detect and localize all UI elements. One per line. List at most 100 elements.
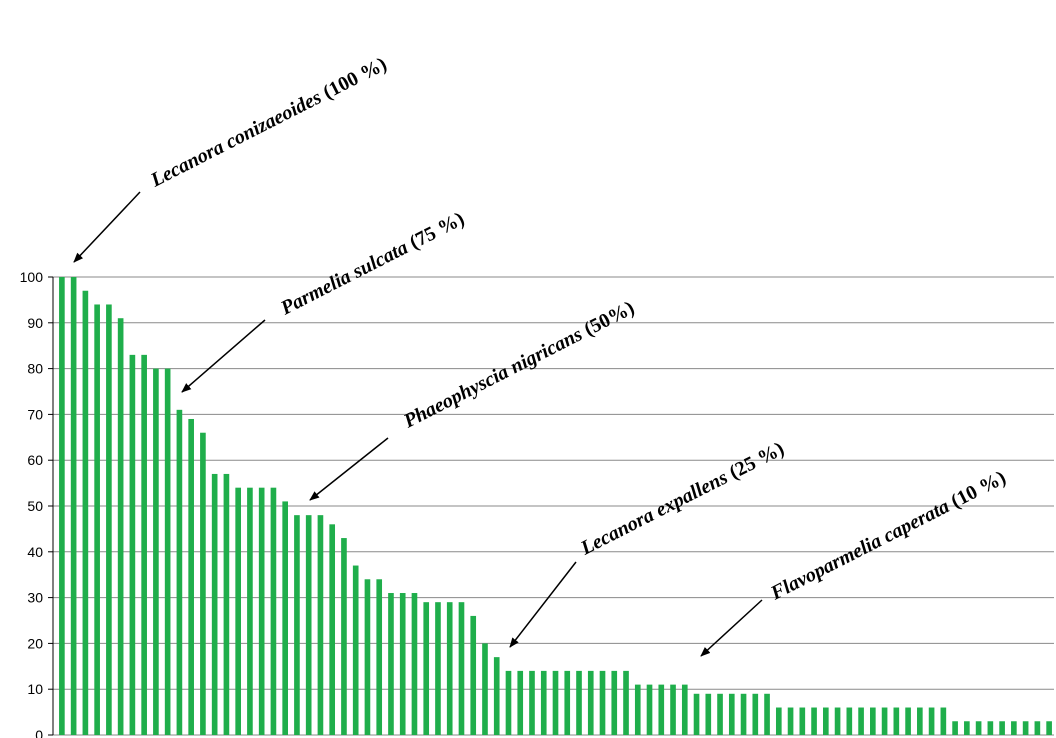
bar (693, 693, 700, 735)
annotation-label-lecanora-expallens: Lecanora expallens (25 %) (576, 438, 787, 560)
bar (576, 670, 582, 735)
bar (540, 670, 547, 735)
y-tick-label: 30 (27, 590, 43, 606)
bar (352, 565, 359, 735)
bar (1034, 721, 1041, 735)
bar (258, 487, 265, 735)
bar (482, 643, 488, 735)
bar (1022, 721, 1029, 735)
annotation-label-parmelia-sulcata: Parmelia sulcata (75 %) (276, 208, 468, 320)
bar (799, 707, 806, 735)
annotation-species: Phaeophyscia nigricans (399, 323, 586, 433)
bar (470, 615, 477, 735)
bar (153, 368, 159, 735)
bar (317, 515, 324, 735)
bar (59, 277, 65, 735)
annotation-species: Lecanora expallens (576, 466, 731, 560)
bar (775, 707, 782, 735)
bar (399, 593, 406, 735)
bar (905, 707, 911, 735)
bar (106, 304, 112, 735)
bar (411, 593, 418, 735)
annotation-pct: (50%) (580, 297, 638, 341)
bar (1046, 721, 1052, 735)
bar (164, 368, 171, 735)
bar (870, 707, 876, 735)
annotation-arrow-lecanora-expallens (509, 561, 577, 648)
bar (834, 707, 841, 735)
y-tick-labels: 0 10 20 30 40 50 60 70 80 90 100 (20, 269, 53, 738)
bar (670, 684, 676, 735)
bar (975, 721, 982, 735)
bar (517, 670, 524, 735)
bar (999, 721, 1005, 735)
bar (764, 693, 770, 735)
bar (70, 277, 77, 735)
bar (987, 721, 994, 735)
bar (634, 684, 641, 735)
bar (446, 602, 453, 735)
bar (881, 707, 888, 735)
bar (200, 432, 206, 735)
bar (211, 473, 218, 735)
bar (423, 602, 430, 735)
bar (705, 693, 712, 735)
annotation-arrow-parmelia-sulcata (181, 319, 266, 393)
annotation-pct: (100 %) (320, 53, 391, 104)
bar (552, 670, 559, 735)
bar (599, 670, 606, 735)
bar (529, 670, 535, 735)
bar (341, 538, 347, 735)
bar (388, 593, 394, 735)
bar (564, 670, 571, 735)
bar (223, 473, 230, 735)
y-tick-label: 20 (27, 635, 43, 651)
bars (59, 277, 1052, 735)
bar (728, 693, 735, 735)
annotation-arrow-flavoparmelia-caperata (700, 599, 763, 657)
bar (811, 707, 817, 735)
bar (740, 693, 747, 735)
bar (893, 707, 900, 735)
bar (305, 515, 312, 735)
annotation-arrow-phaeophyscia-nigricans (309, 437, 389, 501)
y-tick-label: 50 (27, 498, 43, 514)
y-tick-label: 80 (27, 361, 43, 377)
bar (458, 602, 465, 735)
annotation-label-lecanora-conizaeoides: Lecanora conizaeoides (100 %) (146, 53, 390, 192)
bar (623, 670, 629, 735)
bar (235, 487, 241, 735)
bar (82, 290, 89, 735)
bar (505, 670, 512, 735)
bar (247, 487, 253, 735)
bar (823, 707, 829, 735)
annotation-label-phaeophyscia-nigricans: Phaeophyscia nigricans (50%) (399, 297, 638, 433)
bar (176, 409, 183, 735)
bar (188, 418, 194, 735)
annotation-species: Lecanora conizaeoides (146, 86, 325, 192)
y-tick-label: 60 (27, 452, 43, 468)
bar (364, 579, 371, 735)
annotation-species: Flavoparmelia caperata (766, 495, 953, 605)
y-tick-label: 0 (35, 727, 43, 738)
bar (858, 707, 864, 735)
y-tick-label: 100 (20, 269, 44, 285)
bar (94, 304, 100, 735)
bar (964, 721, 970, 735)
bar (846, 707, 853, 735)
y-tick-label: 10 (27, 681, 43, 697)
annotation-pct: (25 %) (726, 438, 788, 484)
bar (117, 318, 124, 735)
bar (917, 707, 923, 735)
bar (717, 693, 723, 735)
y-tick-label: 90 (27, 315, 43, 331)
bar (681, 684, 688, 735)
gridlines (53, 276, 1054, 736)
bar (952, 721, 958, 735)
bar (928, 707, 935, 735)
annotation-label-flavoparmelia-caperata: Flavoparmelia caperata (10 %) (766, 467, 1009, 605)
annotation-pct: (75 %) (406, 208, 468, 254)
bar (270, 487, 277, 735)
bar (493, 657, 500, 735)
